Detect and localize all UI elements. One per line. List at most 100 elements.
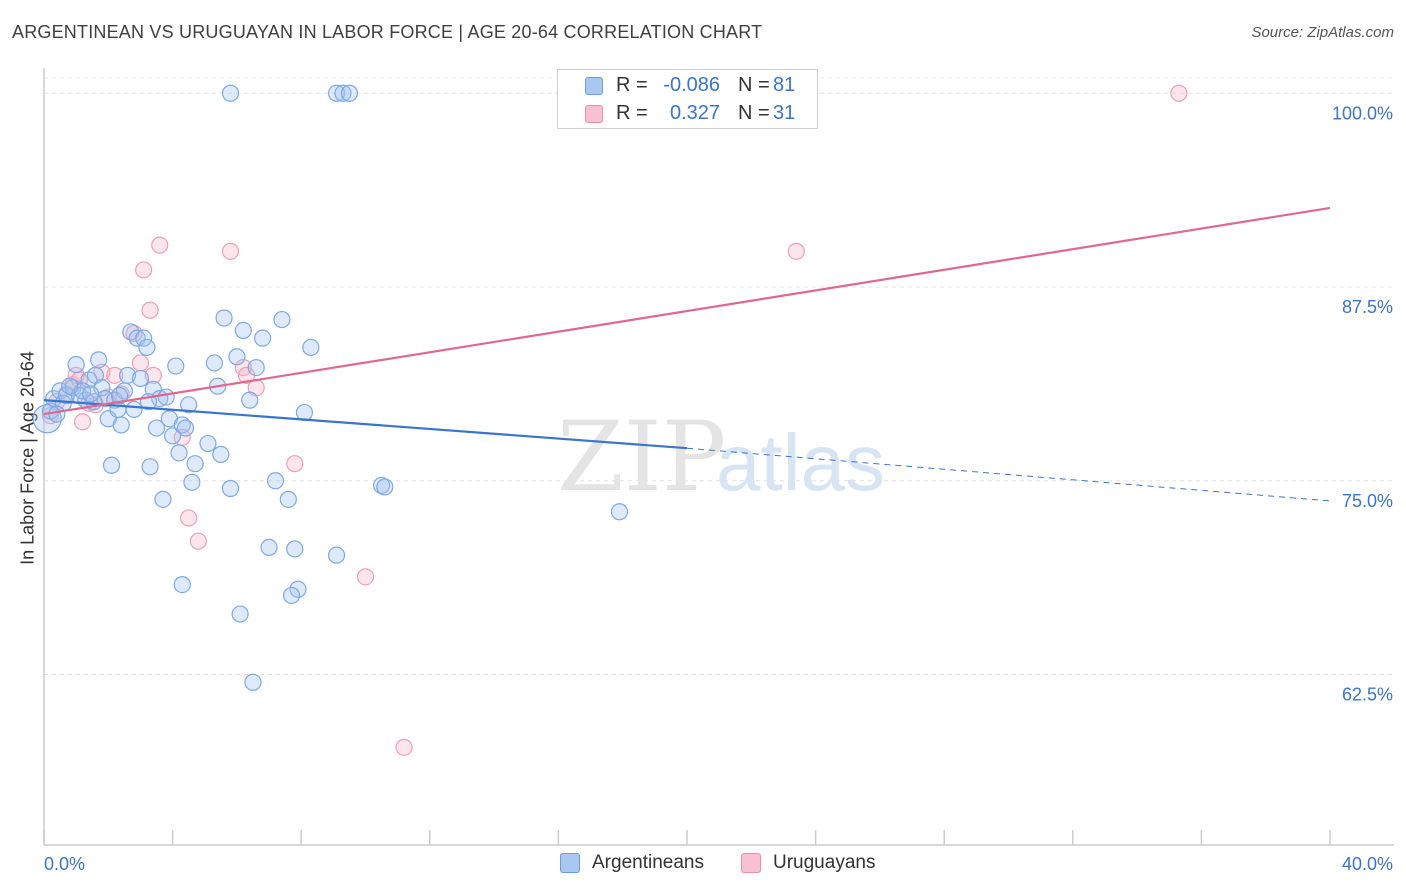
n-value: 81 bbox=[773, 74, 796, 96]
argentinean-point bbox=[176, 419, 195, 437]
uruguayan-point bbox=[135, 261, 153, 279]
y-tick-label: 75.0% bbox=[1342, 491, 1393, 511]
watermark-atlas: atlas bbox=[716, 418, 885, 507]
uruguayan-point bbox=[1170, 84, 1188, 102]
legend-swatch-argentineans bbox=[585, 77, 603, 95]
legend-label: Uruguayans bbox=[773, 852, 876, 873]
argentinean-point bbox=[215, 309, 233, 327]
argentinean-point bbox=[82, 385, 100, 403]
argentinean-point bbox=[135, 329, 153, 347]
argentinean-point bbox=[376, 478, 394, 496]
argentinean-point bbox=[164, 427, 182, 445]
argentinean-point bbox=[327, 84, 346, 102]
argentinean-point bbox=[221, 84, 240, 102]
argentinean-point bbox=[173, 575, 191, 594]
argentinean-point bbox=[48, 405, 66, 423]
argentinean-point bbox=[241, 391, 259, 409]
watermark-zip: ZIP bbox=[557, 401, 726, 513]
argentinean-point bbox=[180, 396, 198, 414]
trendlines bbox=[43, 206, 1331, 502]
r-value: -0.086 bbox=[663, 74, 720, 96]
argentinean-point bbox=[212, 445, 230, 463]
argentinean-point bbox=[167, 357, 185, 375]
argentinean-point bbox=[138, 338, 156, 357]
argentinean-point bbox=[247, 359, 265, 377]
uruguayan-point bbox=[395, 738, 413, 756]
argentinean-point bbox=[610, 503, 629, 521]
uruguayan-point bbox=[189, 532, 207, 550]
argentinean-point bbox=[302, 338, 320, 357]
argentinean-point bbox=[286, 540, 304, 558]
uruguayans-trendline bbox=[43, 206, 1331, 416]
argentinean-point bbox=[228, 348, 246, 366]
uruguayan-point bbox=[286, 455, 304, 473]
y-tick-label: 62.5% bbox=[1342, 685, 1393, 705]
argentinean-point bbox=[205, 354, 223, 372]
y-tick-label: 100.0% bbox=[1332, 103, 1393, 123]
argentinean-point bbox=[90, 351, 108, 369]
n-label: N = bbox=[738, 74, 770, 96]
r-value: 0.327 bbox=[669, 102, 720, 124]
argentinean-point bbox=[199, 434, 217, 453]
x-tick-label: 40.0% bbox=[1342, 854, 1393, 874]
argentinean-point bbox=[282, 586, 301, 605]
argentinean-point bbox=[266, 472, 285, 490]
argentinean-point bbox=[244, 673, 262, 691]
argentinean-point bbox=[231, 605, 249, 623]
argentinean-point bbox=[260, 538, 278, 557]
argentinean-point bbox=[254, 329, 272, 347]
uruguayan-point bbox=[141, 301, 159, 319]
legend-swatch-uruguayans bbox=[741, 853, 761, 873]
uruguayan-point bbox=[787, 242, 805, 260]
argentinean-point bbox=[221, 479, 240, 498]
argentineans-trendline bbox=[43, 399, 688, 450]
argentinean-point bbox=[102, 456, 121, 474]
argentinean-point bbox=[157, 388, 175, 406]
y-tick-label: 87.5% bbox=[1342, 297, 1393, 317]
argentinean-point bbox=[67, 355, 85, 374]
argentinean-point bbox=[110, 386, 129, 405]
argentinean-point bbox=[147, 419, 166, 437]
uruguayan-point bbox=[180, 509, 198, 527]
uruguayan-point bbox=[151, 236, 169, 254]
argentinean-point bbox=[183, 473, 201, 491]
uruguayan-point bbox=[106, 366, 124, 384]
watermark: ZIP atlas bbox=[557, 401, 885, 513]
r-label: R = bbox=[616, 102, 648, 124]
argentinean-point bbox=[61, 377, 79, 395]
argentinean-point bbox=[141, 458, 159, 476]
argentinean-point bbox=[289, 580, 307, 598]
uruguayan-point bbox=[131, 354, 150, 372]
argentinean-point bbox=[234, 321, 252, 339]
legend-label: Argentineans bbox=[592, 852, 704, 873]
uruguayan-point bbox=[73, 413, 92, 431]
legend-row-uruguayans: R = 0.327 N = 31 bbox=[558, 100, 817, 128]
axes bbox=[43, 68, 1394, 846]
argentinean-point bbox=[125, 400, 143, 419]
argentinean-point bbox=[273, 310, 291, 329]
argentinean-point bbox=[118, 366, 137, 384]
tick-labels: 62.5% 75.0% 87.5% 100.0% 0.0% 40.0% bbox=[44, 103, 1393, 874]
argentinean-point bbox=[112, 416, 130, 434]
source-label: Source: ZipAtlas.com bbox=[1251, 24, 1394, 41]
argentinean-point bbox=[327, 546, 346, 564]
argentinean-point bbox=[334, 84, 352, 102]
x-tick-label: 0.0% bbox=[44, 854, 85, 874]
argentineans-points bbox=[32, 84, 629, 691]
correlation-legend: R = -0.086 N = 81 R = 0.327 N = 31 bbox=[557, 69, 818, 129]
argentinean-point bbox=[131, 369, 150, 388]
argentinean-point bbox=[340, 84, 359, 102]
chart-title: ARGENTINEAN VS URUGUAYAN IN LABOR FORCE … bbox=[12, 22, 763, 42]
argentinean-point bbox=[186, 455, 204, 473]
n-value: 31 bbox=[773, 102, 796, 124]
uruguayan-point bbox=[221, 242, 240, 260]
r-label: R = bbox=[616, 74, 648, 96]
argentinean-point bbox=[173, 416, 191, 434]
legend-swatch-uruguayans bbox=[585, 105, 603, 123]
n-label: N = bbox=[738, 102, 770, 124]
argentinean-point bbox=[154, 490, 172, 508]
uruguayan-point bbox=[144, 366, 162, 384]
argentinean-point bbox=[279, 490, 297, 508]
legend-row-argentineans: R = -0.086 N = 81 bbox=[558, 72, 817, 100]
